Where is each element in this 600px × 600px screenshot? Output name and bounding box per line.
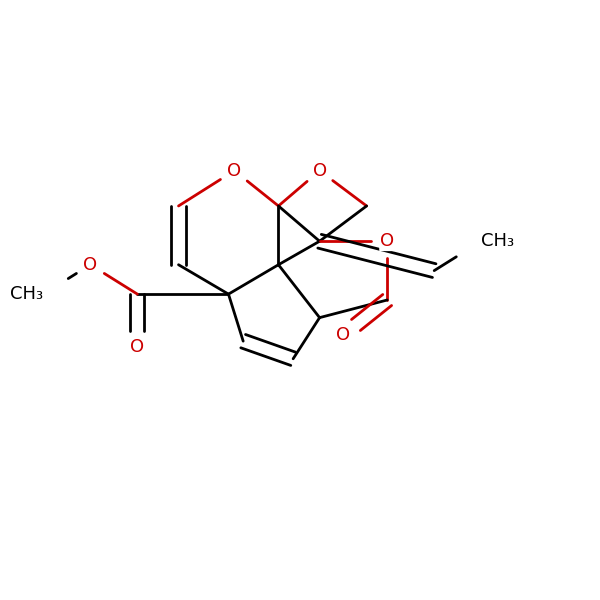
Text: O: O [380, 232, 394, 250]
Text: O: O [227, 161, 241, 179]
Text: O: O [313, 161, 326, 179]
Text: O: O [336, 326, 350, 344]
Text: O: O [130, 338, 145, 356]
Text: CH₃: CH₃ [10, 285, 43, 303]
Text: CH₃: CH₃ [481, 232, 514, 250]
Text: O: O [83, 256, 97, 274]
